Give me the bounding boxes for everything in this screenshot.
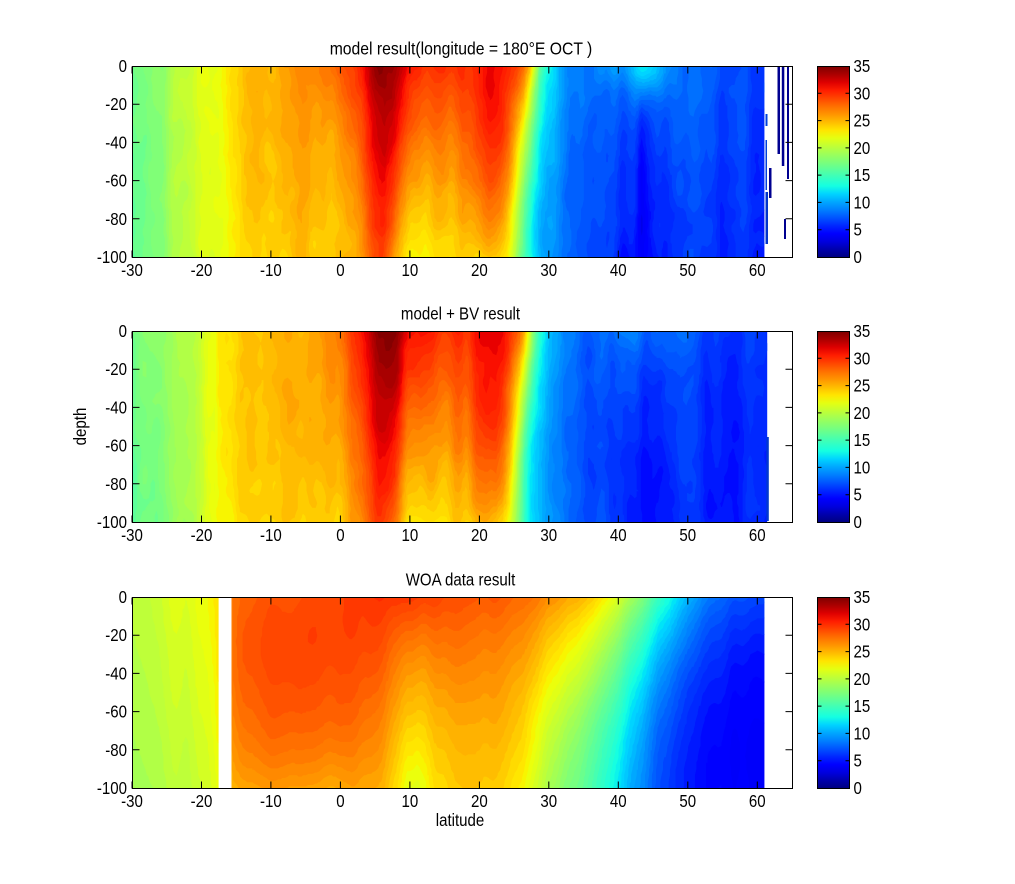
svg-text:20: 20 [471,261,488,280]
svg-text:-20: -20 [105,95,127,114]
svg-text:20: 20 [471,792,488,811]
svg-text:5: 5 [854,486,862,505]
svg-text:10: 10 [854,458,871,477]
svg-text:-100: -100 [97,779,127,798]
svg-text:40: 40 [610,261,627,280]
svg-text:50: 50 [679,526,696,545]
svg-text:depth: depth [71,408,90,446]
svg-text:-10: -10 [260,792,282,811]
svg-text:0: 0 [336,526,344,545]
svg-text:25: 25 [854,643,871,662]
svg-text:5: 5 [854,221,862,240]
svg-text:35: 35 [854,322,871,341]
svg-text:15: 15 [854,166,871,185]
svg-text:-80: -80 [105,210,127,229]
svg-text:30: 30 [540,526,557,545]
svg-text:-20: -20 [105,360,127,379]
svg-text:-40: -40 [105,398,127,417]
svg-text:-60: -60 [105,703,127,722]
svg-text:60: 60 [749,792,766,811]
svg-text:0: 0 [854,513,862,532]
svg-text:-20: -20 [191,526,213,545]
svg-text:-20: -20 [191,261,213,280]
svg-text:model + BV result: model + BV result [401,304,521,323]
svg-text:-10: -10 [260,261,282,280]
svg-text:25: 25 [854,377,871,396]
svg-text:30: 30 [854,84,871,103]
svg-text:-40: -40 [105,664,127,683]
svg-text:latitude: latitude [436,811,485,830]
svg-text:-10: -10 [260,526,282,545]
svg-text:50: 50 [679,261,696,280]
svg-text:50: 50 [679,792,696,811]
svg-text:0: 0 [336,792,344,811]
svg-text:0: 0 [854,779,862,798]
svg-text:-80: -80 [105,475,127,494]
svg-text:10: 10 [402,261,419,280]
svg-text:10: 10 [402,792,419,811]
svg-text:-60: -60 [105,172,127,191]
svg-text:40: 40 [610,792,627,811]
svg-text:30: 30 [540,261,557,280]
svg-text:-80: -80 [105,741,127,760]
svg-text:0: 0 [119,57,127,76]
svg-text:15: 15 [854,697,871,716]
svg-text:10: 10 [854,724,871,743]
svg-text:WOA data result: WOA data result [406,570,516,589]
svg-text:30: 30 [854,349,871,368]
svg-text:35: 35 [854,588,871,607]
svg-text:-30: -30 [121,261,143,280]
svg-text:model result(longitude = 180°E: model result(longitude = 180°E OCT ) [330,39,593,59]
svg-text:0: 0 [336,261,344,280]
svg-text:20: 20 [854,404,871,423]
svg-text:60: 60 [749,261,766,280]
svg-text:-30: -30 [121,526,143,545]
svg-text:-100: -100 [97,248,127,267]
svg-text:20: 20 [854,670,871,689]
svg-text:15: 15 [854,431,871,450]
svg-text:10: 10 [402,526,419,545]
svg-text:0: 0 [854,248,862,267]
svg-text:0: 0 [119,322,127,341]
svg-text:35: 35 [854,57,871,76]
svg-text:10: 10 [854,193,871,212]
svg-text:-20: -20 [191,792,213,811]
svg-text:-60: -60 [105,437,127,456]
svg-text:-40: -40 [105,133,127,152]
svg-text:25: 25 [854,112,871,131]
svg-text:-30: -30 [121,792,143,811]
svg-text:20: 20 [471,526,488,545]
svg-text:20: 20 [854,139,871,158]
svg-text:30: 30 [540,792,557,811]
svg-text:5: 5 [854,752,862,771]
svg-text:-20: -20 [105,626,127,645]
svg-text:0: 0 [119,588,127,607]
svg-text:40: 40 [610,526,627,545]
svg-text:30: 30 [854,615,871,634]
svg-text:60: 60 [749,526,766,545]
svg-text:-100: -100 [97,513,127,532]
